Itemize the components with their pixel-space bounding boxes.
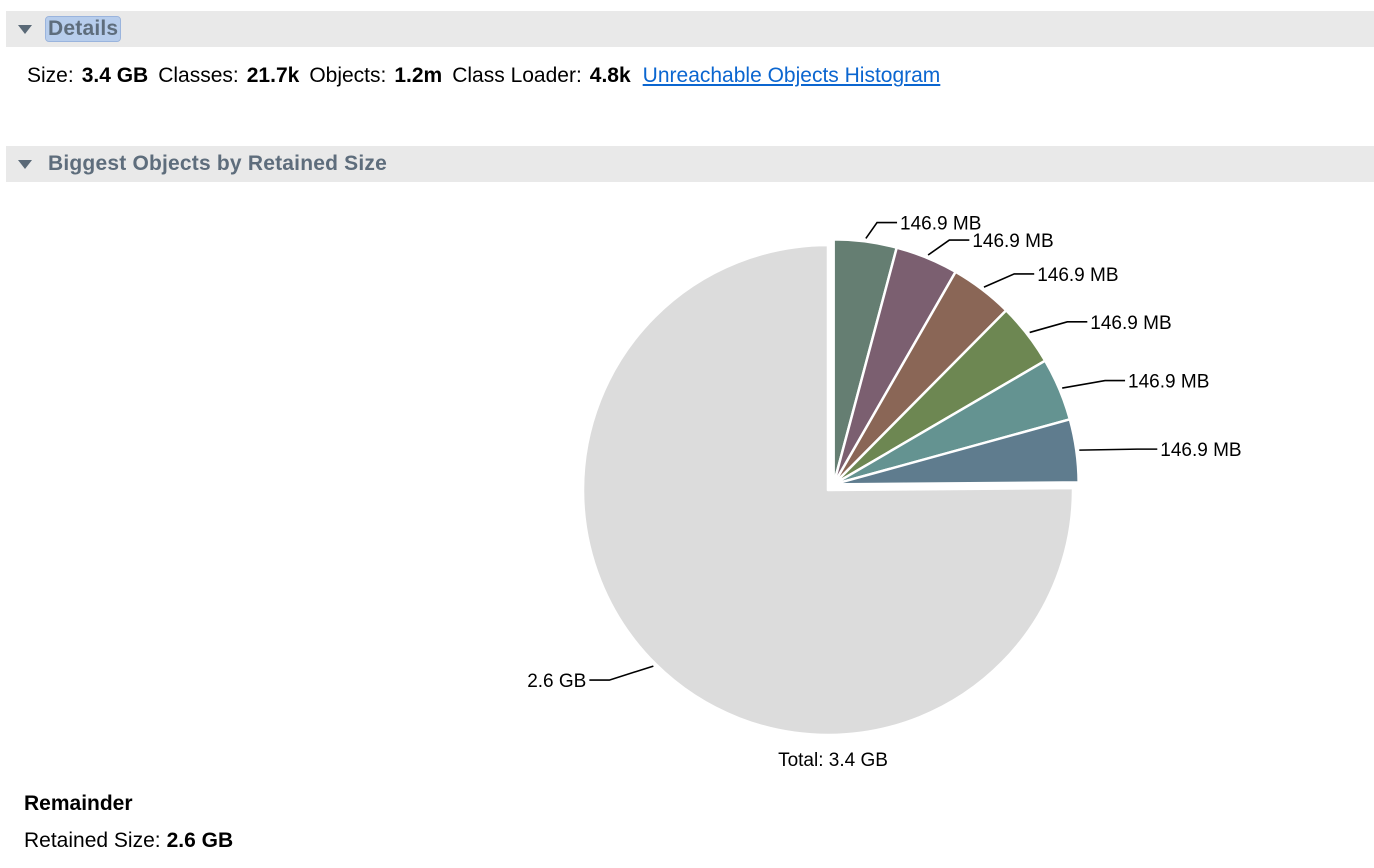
pie-slice[interactable] xyxy=(832,418,1080,486)
size-label: Size: xyxy=(27,64,74,87)
remainder-retained-size: Retained Size: 2.6 GB xyxy=(24,829,233,853)
pie-slice-label: 146.9 MB xyxy=(900,214,981,235)
pie-leader-line xyxy=(589,665,654,681)
pie-slice-label: 146.9 MB xyxy=(972,231,1053,252)
pie-slice-label: 146.9 MB xyxy=(1128,372,1209,393)
classes-value: 21.7k xyxy=(246,64,300,87)
remainder-retained-label: Retained Size: xyxy=(24,829,161,852)
objects-value: 1.2m xyxy=(394,64,443,87)
objects-label: Objects: xyxy=(309,64,387,87)
pie-slice-label: 146.9 MB xyxy=(1037,265,1118,286)
pie-leader-line xyxy=(1029,321,1088,334)
pie-slice-label: 2.6 GB xyxy=(527,671,586,692)
chart-total-label: Total: 3.4 GB xyxy=(778,750,888,771)
collapse-triangle-icon[interactable] xyxy=(18,159,32,169)
size-value: 3.4 GB xyxy=(81,64,149,87)
pie-slice[interactable] xyxy=(581,243,1075,737)
details-section-header[interactable]: Details xyxy=(6,11,1374,47)
biggest-objects-section-header[interactable]: Biggest Objects by Retained Size xyxy=(6,146,1374,182)
biggest-objects-section-title[interactable]: Biggest Objects by Retained Size xyxy=(48,152,387,175)
class-loader-value: 4.8k xyxy=(589,64,631,87)
pie-leader-line xyxy=(1062,379,1126,389)
pie-leader-line xyxy=(983,273,1035,288)
pie-leader-line xyxy=(927,239,970,256)
classes-label: Classes: xyxy=(158,64,239,87)
pie-leader-line xyxy=(865,221,898,239)
remainder-title: Remainder xyxy=(24,792,133,815)
unreachable-objects-histogram-link[interactable]: Unreachable Objects Histogram xyxy=(642,64,941,87)
details-section-title[interactable]: Details xyxy=(44,16,122,42)
collapse-triangle-icon[interactable] xyxy=(18,24,32,34)
remainder-retained-value: 2.6 GB xyxy=(166,829,234,852)
pie-leader-line xyxy=(1079,448,1158,451)
details-summary: Size: 3.4 GB Classes: 21.7k Objects: 1.2… xyxy=(27,64,940,88)
pie-slice-label: 146.9 MB xyxy=(1160,440,1241,461)
pie-slice-label: 146.9 MB xyxy=(1090,313,1171,334)
class-loader-label: Class Loader: xyxy=(452,64,582,87)
